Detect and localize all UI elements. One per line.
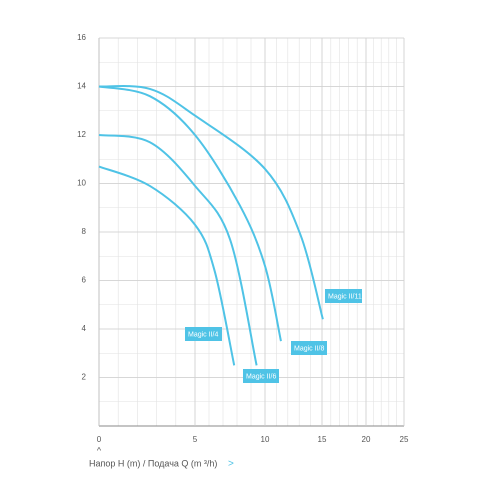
curve (98, 85, 282, 342)
legend-box (243, 369, 279, 383)
y-tick-label: 8 (82, 227, 87, 236)
x-axis-label: Напор H (m) / Подача Q (m ³/h) (89, 458, 217, 468)
y-tick-label: 12 (77, 130, 86, 139)
legend-label: Magic II/4 (188, 331, 218, 338)
y-tick-label: 14 (77, 82, 86, 91)
curve (98, 134, 258, 366)
x-tick-label: 25 (400, 435, 409, 444)
legend-box (325, 289, 362, 303)
curve (98, 165, 236, 366)
y-tick-label: 4 (82, 324, 87, 333)
chevron: > (228, 459, 234, 470)
legend-label: Magic II/11 (328, 293, 362, 300)
x-tick-label: 15 (318, 435, 327, 444)
y-tick-label: 10 (77, 179, 86, 188)
plot: 0 5 10 15 20 25 2 4 6 8 10 12 14 16 Magic II/4 Magic II… (77, 33, 409, 444)
legend-label: Magic II/8 (294, 345, 324, 352)
y-tick-label: 6 (82, 276, 87, 285)
y-tick-label: 16 (77, 33, 86, 42)
y-tick-label: 2 (82, 373, 87, 382)
x-tick-label: 10 (261, 435, 270, 444)
x-tick-label: 5 (193, 435, 198, 444)
x-tick-label: 0 (97, 435, 102, 444)
axis-caret: ^ (97, 445, 102, 455)
legend-label: Magic II/6 (246, 373, 276, 380)
legend-box (291, 341, 327, 355)
legend-box (185, 327, 222, 341)
x-tick-label: 20 (362, 435, 371, 444)
curve (98, 85, 324, 320)
